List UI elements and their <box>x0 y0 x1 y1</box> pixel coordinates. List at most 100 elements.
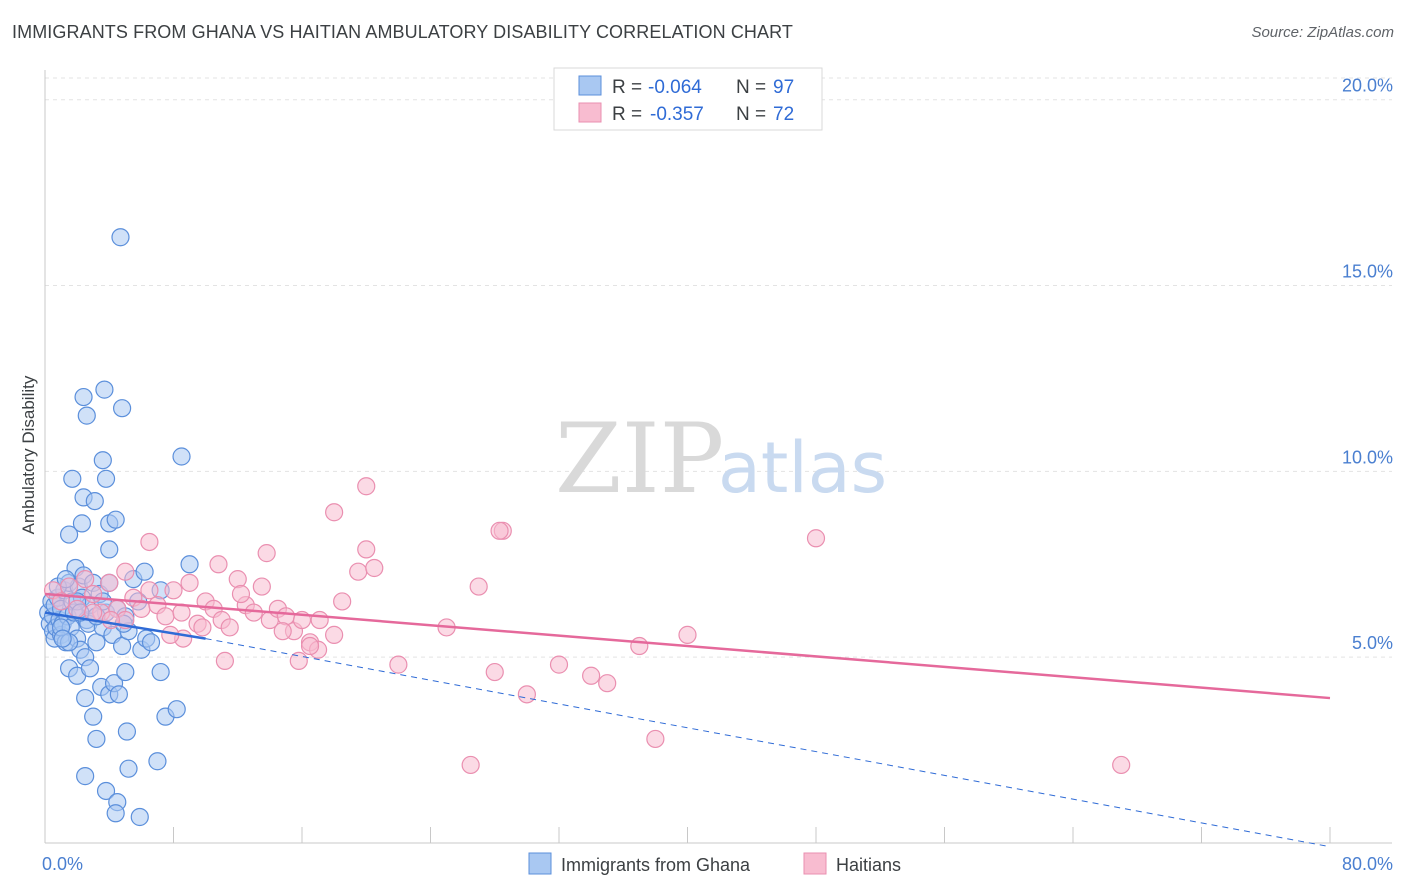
point-haitians-43 <box>485 662 504 682</box>
point-ghana-64 <box>87 729 106 749</box>
point-ghana-51 <box>96 469 116 488</box>
point-haitians-59 <box>140 532 159 552</box>
point-ghana-81 <box>180 555 199 574</box>
legend-n-label-ghana: N = <box>736 77 766 98</box>
point-ghana-63 <box>84 707 103 726</box>
point-haitians-36 <box>349 562 368 581</box>
x-tick-label-min: 0.0% <box>42 854 83 874</box>
grid-layer <box>45 77 1392 658</box>
point-ghana-96 <box>141 633 161 652</box>
point-haitians-26 <box>252 577 271 596</box>
bottom-legend-label-haitians: Haitians <box>836 855 901 875</box>
legend-swatch-haitians <box>578 102 602 123</box>
point-ghana-57 <box>112 399 132 418</box>
point-haitians-61 <box>257 544 276 563</box>
point-ghana-70 <box>117 722 137 741</box>
point-ghana-58 <box>111 228 130 247</box>
point-haitians-22 <box>220 618 239 637</box>
point-ghana-83 <box>135 562 154 581</box>
axes-layer: 5.0% 10.0% 15.0% 20.0% <box>44 70 1393 844</box>
point-ghana-76 <box>130 807 149 827</box>
point-haitians-29 <box>276 607 296 626</box>
point-ghana-59 <box>172 447 191 466</box>
point-haitians-37 <box>357 540 376 559</box>
y-tick-label-2: 15.0% <box>1342 262 1393 282</box>
point-ghana-62 <box>76 688 95 708</box>
watermark-zip: ZIP <box>555 403 724 515</box>
point-ghana-47 <box>72 514 92 533</box>
point-haitians-3 <box>68 599 87 618</box>
point-haitians-4 <box>76 570 95 589</box>
point-ghana-77 <box>148 752 167 771</box>
point-haitians-38 <box>365 558 384 578</box>
point-haitians-45 <box>517 685 536 704</box>
point-haitians-48 <box>598 674 617 693</box>
trend-layer <box>44 592 1331 848</box>
point-ghana-45 <box>59 525 79 544</box>
point-haitians-71 <box>101 610 120 630</box>
y-tick-label-0: 5.0% <box>1352 633 1393 653</box>
points-layer <box>39 228 1131 827</box>
point-haitians-35 <box>333 592 352 611</box>
trend-line-haitians <box>44 592 1331 700</box>
watermark-atlas: atlas <box>718 427 887 509</box>
point-haitians-62 <box>300 636 320 656</box>
legend-r-value-haitians: -0.357 <box>650 104 704 125</box>
point-haitians-70 <box>310 610 329 630</box>
point-ghana-53 <box>106 510 125 529</box>
point-ghana-50 <box>93 451 112 470</box>
y-axis-title: Ambulatory Disability <box>19 375 38 534</box>
chart-title: IMMIGRANTS FROM GHANA VS HAITIAN AMBULAT… <box>12 22 794 42</box>
point-ghana-56 <box>95 380 114 399</box>
point-haitians-34 <box>325 625 344 644</box>
point-ghana-49 <box>85 491 104 511</box>
trend-line-ghana-extension <box>205 638 1331 848</box>
point-haitians-47 <box>582 666 601 685</box>
y-tick-label-1: 10.0% <box>1342 447 1393 467</box>
point-ghana-73 <box>96 781 116 801</box>
legend-n-value-haitians: 72 <box>773 104 794 125</box>
point-haitians-69 <box>209 555 228 574</box>
legend-r-value-ghana: -0.064 <box>648 77 702 98</box>
chart-source: Source: ZipAtlas.com <box>1251 24 1394 41</box>
legend-swatch-ghana <box>578 75 602 96</box>
legend-r-label-haitians: R = <box>612 104 642 125</box>
trend-line-ghana <box>44 611 206 640</box>
point-ghana-55 <box>77 406 96 425</box>
bottom-legend-swatch-ghana <box>528 852 552 875</box>
point-haitians-5 <box>84 584 103 604</box>
point-ghana-84 <box>100 540 119 559</box>
point-haitians-67 <box>273 622 292 641</box>
point-haitians-1 <box>51 592 71 611</box>
point-ghana-75 <box>106 804 125 823</box>
point-haitians-39 <box>389 655 408 674</box>
point-haitians-50 <box>646 729 665 749</box>
point-haitians-51 <box>678 625 697 644</box>
point-haitians-58 <box>193 618 212 637</box>
legend-n-label-haitians: N = <box>736 104 766 125</box>
point-haitians-63 <box>116 562 135 581</box>
x-tick-label-max: 80.0% <box>1342 854 1393 874</box>
point-ghana-54 <box>74 387 93 407</box>
point-ghana-95 <box>53 629 72 648</box>
top-legend: R = -0.064 N = 97 R = -0.357 N = 72 <box>553 67 823 131</box>
point-ghana-72 <box>76 767 95 786</box>
point-haitians-55 <box>357 477 376 496</box>
watermark: ZIP atlas <box>555 403 887 515</box>
bottom-legend-label-ghana: Immigrants from Ghana <box>561 855 751 875</box>
point-ghana-80 <box>167 700 186 719</box>
point-ghana-71 <box>119 759 138 778</box>
point-haitians-41 <box>461 755 480 775</box>
point-haitians-56 <box>490 521 509 540</box>
point-haitians-49 <box>630 636 649 656</box>
point-haitians-14 <box>156 607 175 626</box>
point-haitians-66 <box>231 584 251 604</box>
point-ghana-78 <box>151 662 170 682</box>
legend-r-label-ghana: R = <box>612 77 642 98</box>
point-haitians-60 <box>215 651 234 670</box>
y-tick-label-3: 20.0% <box>1342 76 1393 96</box>
point-ghana-69 <box>116 662 135 682</box>
point-haitians-53 <box>1112 755 1131 775</box>
legend-n-value-ghana: 97 <box>773 77 794 98</box>
